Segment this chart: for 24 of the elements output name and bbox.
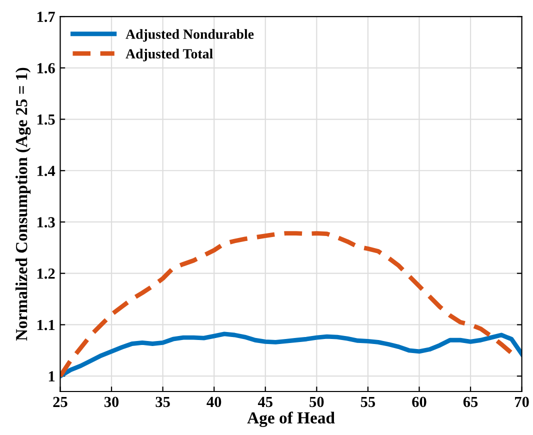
x-tick-label: 70 <box>515 396 529 408</box>
line-series <box>60 332 522 378</box>
y-tick-label: 1.7 <box>37 12 55 22</box>
x-tick-label: 65 <box>463 396 478 408</box>
x-tick-label: 45 <box>258 396 272 408</box>
y-tick-label: 1 <box>48 371 55 382</box>
y-tick-label: 1.1 <box>37 320 55 330</box>
legend-label: Adjusted Nondurable <box>126 29 254 42</box>
x-tick-label: 40 <box>206 396 222 408</box>
y-tick-label: 1.6 <box>37 63 55 74</box>
y-tick-label: 1.5 <box>37 114 55 125</box>
x-tick-label: 25 <box>53 396 68 408</box>
line-series <box>60 231 514 378</box>
x-tick-label: 50 <box>310 396 324 408</box>
x-tick-label: 30 <box>104 396 119 408</box>
y-tick-label: 1.2 <box>37 268 55 279</box>
x-axis-title: Age of Head <box>247 412 335 428</box>
y-tick-label: 1.3 <box>37 217 55 228</box>
x-tick-label: 55 <box>360 396 376 408</box>
x-tick-label: 60 <box>412 396 426 408</box>
legend-label: Adjusted Total <box>126 48 213 62</box>
y-axis-title: Normalized Consumption (Age 25 = 1) <box>15 68 31 341</box>
y-tick-label: 1.4 <box>37 166 56 176</box>
x-tick-label: 35 <box>156 396 170 408</box>
